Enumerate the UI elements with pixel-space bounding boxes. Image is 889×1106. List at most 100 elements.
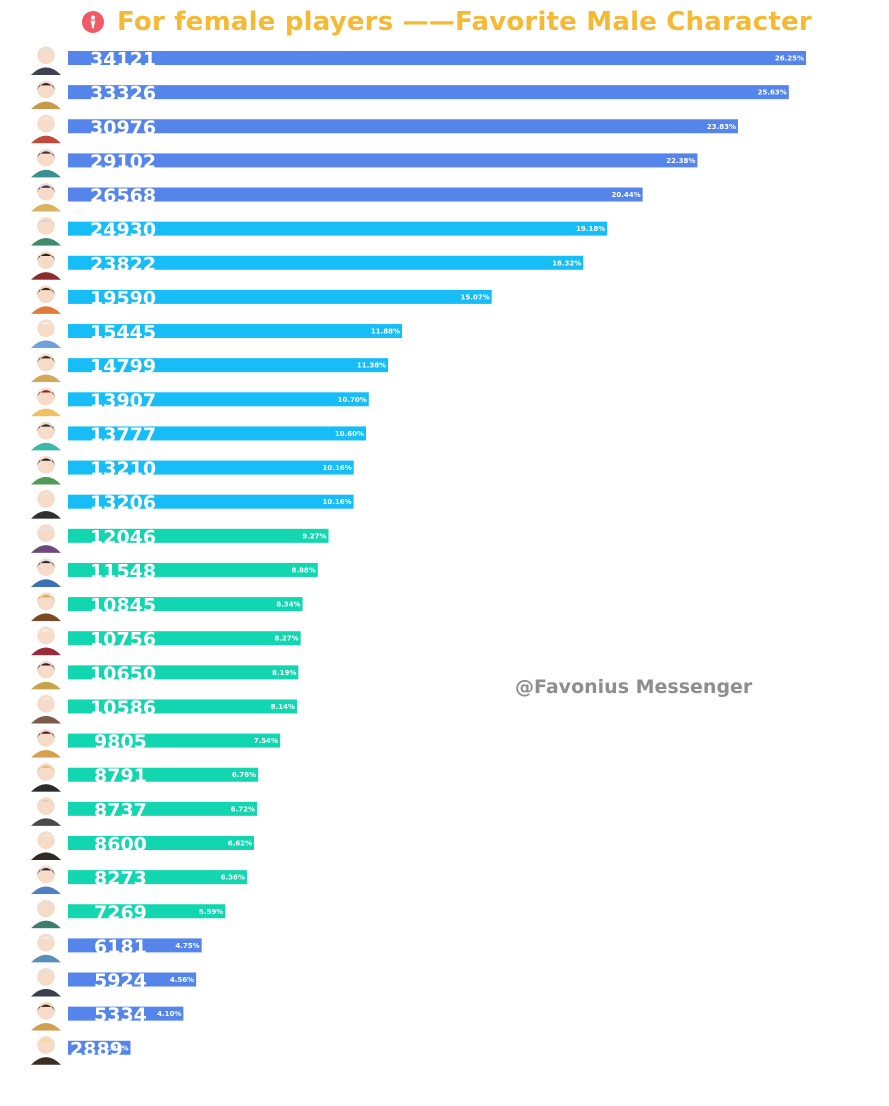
female-symbol-icon xyxy=(82,11,104,33)
character-avatar xyxy=(29,928,63,963)
bar xyxy=(68,562,318,577)
bar xyxy=(68,494,354,509)
bar-value-label: 23822 xyxy=(90,253,156,275)
character-avatar xyxy=(29,348,63,383)
character-avatar xyxy=(29,552,63,587)
bar-percent-label: 11.38% xyxy=(357,362,386,370)
bar xyxy=(68,324,403,339)
character-avatar xyxy=(29,894,63,929)
bar-value-label: 10586 xyxy=(90,697,156,719)
bar-percent-label: 5.59% xyxy=(199,908,223,916)
bar xyxy=(68,767,259,782)
bar xyxy=(68,699,297,714)
bars-group: 34121 26.25% 33326 25.63% 30976 23.83% 29102 22… xyxy=(68,49,806,1060)
bar-value-label: 6181 xyxy=(94,936,147,958)
bar-value-label: 10845 xyxy=(90,595,156,617)
bar-value-label: 9805 xyxy=(94,731,147,753)
bar xyxy=(68,835,255,850)
bar-value-label: 12046 xyxy=(90,526,156,548)
bar-percent-label: 8.34% xyxy=(276,601,300,609)
bar-value-label: 13206 xyxy=(90,492,156,514)
bar xyxy=(68,392,369,407)
bar-value-label: 2889 xyxy=(70,1038,123,1060)
bar-value-label: 19590 xyxy=(90,287,156,309)
character-avatar xyxy=(29,518,63,553)
bar-value-label: 10650 xyxy=(90,663,156,685)
character-avatar xyxy=(29,245,63,280)
bar xyxy=(68,801,257,816)
character-avatar xyxy=(29,689,63,724)
bar xyxy=(68,85,789,100)
avatar-column xyxy=(29,41,63,1065)
bar-percent-label: 6.36% xyxy=(221,874,245,882)
bar-percent-label: 26.25% xyxy=(775,55,804,63)
bar-percent-label: 10.16% xyxy=(323,464,352,472)
bar xyxy=(68,1006,184,1021)
bar-value-label: 5334 xyxy=(94,1004,147,1026)
character-avatar xyxy=(29,757,63,792)
bar-percent-label: 6.76% xyxy=(232,771,256,779)
bar-value-label: 13777 xyxy=(90,424,156,446)
bar xyxy=(68,972,197,987)
bar-value-label: 33326 xyxy=(90,83,156,105)
bar-percent-label: 7.54% xyxy=(254,737,278,745)
bar-percent-label: 2.22% xyxy=(104,1044,128,1052)
bar-percent-label: 4.75% xyxy=(175,942,199,950)
character-avatar xyxy=(29,723,63,758)
bar-percent-label: 19.18% xyxy=(576,225,605,233)
bar-value-label: 15445 xyxy=(90,322,156,344)
bar-percent-label: 9.27% xyxy=(302,532,326,540)
character-avatar xyxy=(29,143,63,178)
bar-value-label: 8737 xyxy=(94,799,147,821)
bar xyxy=(68,460,354,475)
character-avatar xyxy=(29,655,63,690)
bar-percent-label: 6.72% xyxy=(231,805,255,813)
bar-percent-label: 8.88% xyxy=(291,566,315,574)
character-avatar xyxy=(29,41,63,75)
bar-value-label: 8600 xyxy=(94,833,147,855)
bar-value-label: 7269 xyxy=(94,902,147,924)
bar-percent-label: 8.27% xyxy=(274,635,298,643)
bar xyxy=(68,733,281,748)
bar-percent-label: 4.10% xyxy=(157,1010,181,1018)
character-avatar xyxy=(29,75,63,110)
bar-percent-label: 10.70% xyxy=(338,396,367,404)
bar-value-label: 5924 xyxy=(94,970,147,992)
bar xyxy=(68,938,202,953)
character-avatar xyxy=(29,791,63,826)
bar-percent-label: 23.83% xyxy=(707,123,736,131)
bar xyxy=(68,153,698,168)
character-avatar xyxy=(29,279,63,314)
bar xyxy=(68,255,584,270)
chart-title-bar: For female players ——Favorite Male Chara… xyxy=(82,2,812,42)
bar-percent-label: 11.88% xyxy=(371,328,400,336)
bar-value-label: 26568 xyxy=(90,185,156,207)
character-avatar xyxy=(29,1030,63,1065)
bar-percent-label: 8.14% xyxy=(271,703,295,711)
bar xyxy=(68,289,492,304)
bar-value-label: 13210 xyxy=(90,458,156,480)
character-avatar xyxy=(29,621,63,656)
bar-percent-label: 25.63% xyxy=(758,89,787,97)
character-avatar xyxy=(29,382,63,417)
bar xyxy=(68,51,806,65)
bar-value-label: 30976 xyxy=(90,117,156,139)
character-avatar xyxy=(29,996,63,1031)
bar xyxy=(68,870,247,885)
bar-percent-label: 15.07% xyxy=(461,293,490,301)
character-avatar xyxy=(29,860,63,895)
bar-percent-label: 18.32% xyxy=(552,259,581,267)
character-avatar xyxy=(29,109,63,144)
bar-percent-label: 20.44% xyxy=(611,191,640,199)
bar-percent-label: 4.56% xyxy=(170,976,194,984)
character-avatar xyxy=(29,416,63,451)
bar-value-label: 24930 xyxy=(90,219,156,241)
bar-value-label: 34121 xyxy=(90,49,156,71)
character-avatar xyxy=(29,484,63,519)
bar xyxy=(68,1040,131,1055)
bar xyxy=(68,358,389,373)
bar xyxy=(68,597,303,612)
bar xyxy=(68,426,366,441)
bar xyxy=(68,187,643,202)
